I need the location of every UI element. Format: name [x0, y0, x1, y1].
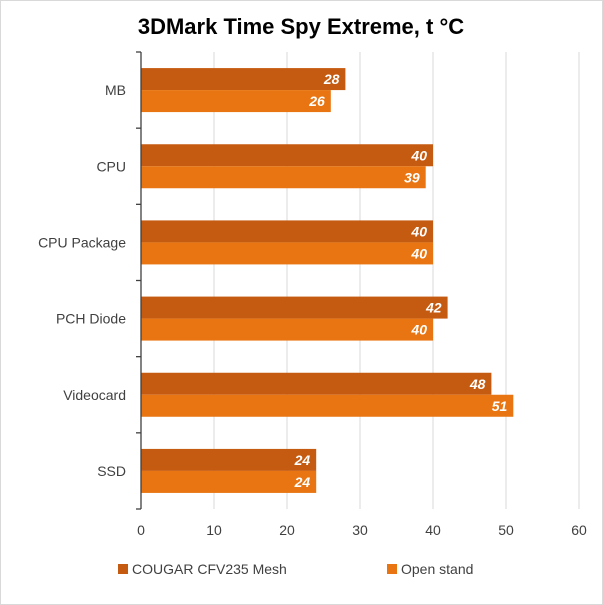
bar-series2 [141, 90, 331, 113]
bar-series2 [141, 470, 317, 493]
bar-series2 [141, 318, 433, 341]
data-label: 40 [410, 245, 427, 261]
bar-series1 [141, 448, 317, 471]
x-tick-label: 10 [206, 522, 222, 538]
category-labels: MB CPU CPU Package PCH Diode Videocard SSD [38, 82, 126, 479]
category-label: PCH Diode [56, 311, 126, 327]
data-label: 24 [294, 452, 311, 468]
legend: COUGAR CFV235 Mesh Open stand [118, 561, 473, 577]
gridlines [213, 52, 580, 509]
data-label: 42 [425, 300, 442, 316]
data-label: 51 [492, 398, 508, 414]
data-label: 40 [410, 147, 427, 163]
x-tick-labels: 0 10 20 30 40 50 60 [137, 522, 587, 538]
chart-title: 3DMark Time Spy Extreme, t °C [138, 14, 464, 39]
x-tick-label: 20 [279, 522, 295, 538]
category-label: CPU Package [38, 234, 126, 250]
x-tick-label: 30 [352, 522, 368, 538]
data-label: 40 [410, 223, 427, 239]
category-label: MB [105, 82, 126, 98]
bar-series2 [141, 242, 433, 265]
bar-series1 [141, 144, 433, 167]
data-label: 24 [294, 474, 311, 490]
data-label: 28 [323, 71, 340, 87]
data-label: 26 [308, 93, 325, 109]
data-label: 40 [410, 322, 427, 338]
category-label: Videocard [63, 387, 126, 403]
bar-series1 [141, 296, 448, 319]
data-label: 48 [469, 376, 486, 392]
bar-series1 [141, 220, 433, 243]
bars [141, 68, 514, 493]
bar-series1 [141, 68, 346, 91]
legend-label: COUGAR CFV235 Mesh [132, 561, 287, 577]
bar-series2 [141, 166, 426, 189]
x-tick-label: 40 [425, 522, 441, 538]
x-tick-label: 50 [498, 522, 514, 538]
bar-series1 [141, 372, 492, 395]
bar-series2 [141, 394, 514, 417]
data-label: 39 [404, 169, 420, 185]
legend-swatch [118, 564, 128, 574]
category-label: SSD [97, 463, 126, 479]
x-tick-label: 60 [571, 522, 587, 538]
y-axis-line [136, 51, 142, 510]
data-labels: 28 26 40 39 40 40 42 40 48 51 24 24 [294, 71, 508, 490]
category-label: CPU [96, 158, 126, 174]
x-tick-label: 0 [137, 522, 145, 538]
legend-swatch [387, 564, 397, 574]
legend-label: Open stand [401, 561, 473, 577]
